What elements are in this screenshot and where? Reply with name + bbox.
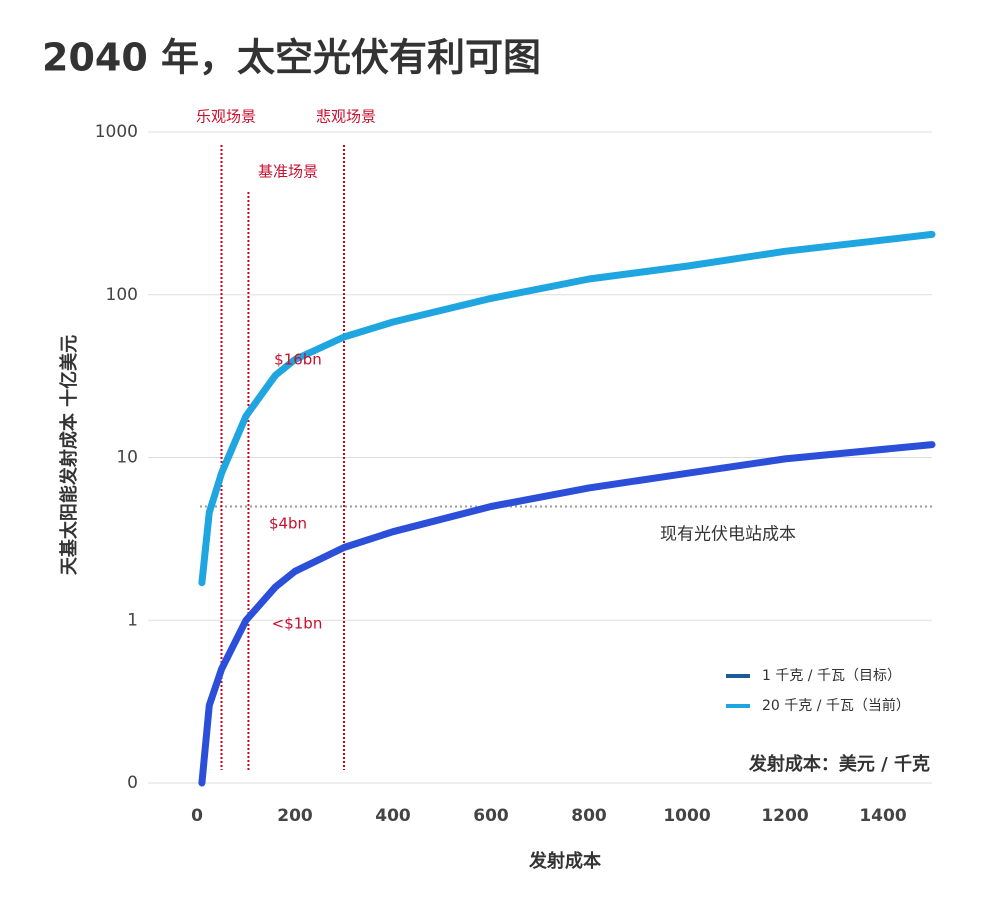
scenario-label: 基准场景 — [258, 163, 318, 181]
unit-note: 发射成本：美元 / 千克 — [748, 753, 930, 775]
annotation: $16bn — [274, 351, 322, 369]
y-tick-label: 100 — [106, 285, 138, 305]
y-axis-label: 天基太阳能发射成本 十亿美元 — [58, 335, 80, 575]
annotation: <$1bn — [272, 615, 323, 633]
legend-label: 1 千克 / 千瓦（目标） — [762, 668, 901, 684]
y-tick-label: 1000 — [95, 122, 138, 142]
legend-label: 20 千克 / 千瓦（当前） — [762, 697, 910, 714]
y-tick-label: 0 — [127, 773, 138, 793]
chart-title: 2040 年，太空光伏有利可图 — [42, 36, 541, 80]
reference-label: 现有光伏电站成本 — [660, 524, 796, 544]
x-tick-label: 1000 — [663, 806, 710, 826]
x-axis-label: 发射成本 — [528, 850, 601, 872]
data-line — [198, 441, 936, 787]
x-tick-label: 200 — [277, 806, 313, 826]
scenario-label: 悲观场景 — [316, 108, 376, 126]
x-tick-label: 400 — [375, 806, 411, 826]
y-tick-label: 10 — [116, 448, 138, 468]
annotation: $4bn — [269, 515, 307, 533]
x-tick-label: 600 — [473, 806, 509, 826]
data-line — [198, 230, 936, 587]
x-tick-label: 800 — [571, 806, 607, 826]
y-tick-label: 1 — [127, 610, 138, 630]
x-tick-label: 1400 — [859, 806, 906, 826]
scenario-label: 乐观场景 — [196, 108, 256, 126]
x-tick-label: 0 — [191, 806, 203, 826]
x-tick-label: 1200 — [761, 806, 808, 826]
